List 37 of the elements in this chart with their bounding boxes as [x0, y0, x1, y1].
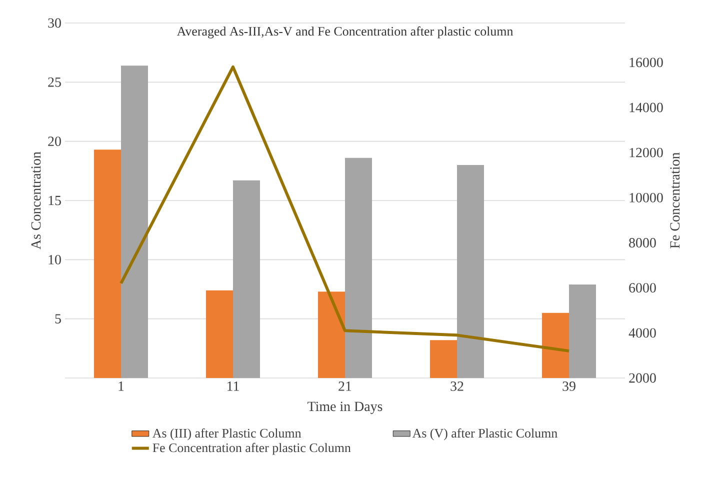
y-tick-label: 15 — [48, 196, 61, 206]
x-tick-label: 32 — [450, 382, 464, 391]
y2-tick-label: 12000 — [630, 148, 663, 158]
y2-tick-label: 6000 — [629, 283, 656, 293]
bar — [206, 290, 233, 378]
y2-tick-label: 10000 — [630, 192, 663, 202]
bar — [318, 292, 345, 378]
y-tick-label: 5 — [55, 314, 61, 324]
y2-tick-label: 2000 — [629, 373, 656, 383]
bar — [569, 284, 596, 378]
y-tick-label: 25 — [48, 77, 61, 87]
x-tick-label: 1 — [118, 382, 124, 391]
bar — [345, 158, 372, 378]
chart-title: Averaged As-III,As-V and Fe Concentration after plastic column — [176, 26, 514, 38]
bar — [542, 312, 569, 378]
legend-label: As (V) after Plastic Column — [412, 428, 558, 440]
y2-tick-label: 8000 — [629, 238, 656, 248]
x-tick-label: 21 — [338, 382, 352, 391]
y-axis-title: As Concentration — [31, 152, 41, 250]
legend-label: As (III) after Plastic Column — [152, 428, 302, 440]
y-tick-label: 10 — [48, 254, 61, 264]
y-tick-label: 20 — [48, 136, 61, 146]
bar — [233, 180, 260, 378]
y-tick-label: 30 — [48, 18, 61, 28]
y2-tick-label: 14000 — [630, 102, 663, 112]
y2-tick-label: 16000 — [630, 58, 663, 68]
x-axis-title: Time in Days — [308, 402, 382, 414]
x-tick-label: 39 — [562, 382, 576, 391]
x-tick-label: 11 — [228, 382, 239, 391]
y2-axis-title: Fe Concentration — [670, 152, 680, 248]
legend-label: Fe Concentration after plastic Column — [152, 442, 351, 455]
bar — [430, 340, 457, 378]
bar — [457, 165, 484, 378]
bar — [94, 150, 121, 378]
y2-tick-label: 4000 — [628, 328, 656, 338]
line-series — [120, 65, 570, 352]
bar — [121, 66, 148, 378]
